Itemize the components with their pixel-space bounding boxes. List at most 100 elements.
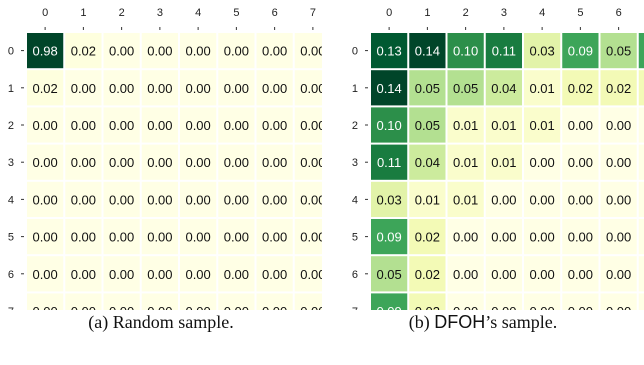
heatmap-cell-dfoh-5-5 (562, 219, 599, 255)
heatmap-cell-dfoh-6-1 (409, 256, 446, 292)
heatmap-cell-label-random-6-2: 0.00 (109, 267, 134, 282)
heatmap-cell-random-4-4 (180, 181, 217, 217)
heatmap-cell-label-dfoh-3-1: 0.04 (415, 155, 440, 170)
heatmap-cell-random-6-1 (65, 256, 102, 292)
heatmap-cell-random-2-2 (103, 107, 140, 143)
heatmap-cell-label-random-3-0: 0.00 (32, 155, 57, 170)
heatmap-cell-dfoh-1-1 (409, 70, 446, 106)
heatmap-cell-random-3-0 (27, 144, 64, 180)
heatmap-cell-dfoh-0-7 (638, 33, 644, 69)
heatmap-cell-dfoh-1-2 (447, 70, 484, 106)
heatmap-cell-label-random-5-0: 0.00 (32, 230, 57, 245)
heatmap-cell-label-dfoh-3-2: 0.01 (453, 155, 478, 170)
heatmap-cell-label-random-2-5: 0.00 (224, 118, 249, 133)
heatmap-cell-dfoh-5-3 (485, 219, 522, 255)
caption-dfoh-prefix: (b) (408, 312, 435, 332)
heatmap-cell-label-random-4-1: 0.00 (71, 192, 96, 207)
y-tick-label-dfoh-4: 4 (352, 194, 358, 206)
x-tick-label-dfoh-0: 0 (386, 7, 392, 19)
heatmap-cell-random-0-5 (218, 33, 255, 69)
x-tick-label-random-5: 5 (233, 7, 239, 19)
heatmap-cell-dfoh-2-6 (600, 107, 637, 143)
heatmap-cell-random-1-2 (103, 70, 140, 106)
heatmap-cell-random-5-4 (180, 219, 217, 255)
heatmap-cell-label-dfoh-4-6: 0.00 (606, 192, 631, 207)
heatmap-cell-random-4-3 (141, 181, 178, 217)
heatmap-cell-dfoh-0-2 (447, 33, 484, 69)
caption-dfoh: (b) DFOH’s sample. (322, 312, 644, 333)
heatmap-cell-dfoh-4-1 (409, 181, 446, 217)
heatmap-cell-random-3-6 (256, 144, 293, 180)
heatmap-cell-random-0-1 (65, 33, 102, 69)
y-tick-label-random-4: 4 (8, 194, 14, 206)
heatmap-cell-label-random-0-6: 0.00 (262, 44, 287, 59)
heatmap-cell-label-dfoh-4-0: 0.03 (376, 192, 401, 207)
heatmap-cell-label-random-5-1: 0.00 (71, 230, 96, 245)
heatmap-cell-label-random-7-7: 0.00 (300, 304, 322, 310)
heatmap-cell-label-dfoh-2-6: 0.00 (606, 118, 631, 133)
heatmap-cell-random-7-0 (27, 293, 64, 310)
heatmap-cell-label-random-3-1: 0.00 (71, 155, 96, 170)
heatmap-cell-random-5-6 (256, 219, 293, 255)
heatmap-cell-label-random-4-5: 0.00 (224, 192, 249, 207)
heatmap-cell-dfoh-4-3 (485, 181, 522, 217)
x-tick-label-dfoh-5: 5 (577, 7, 583, 19)
heatmap-cell-dfoh-2-3 (485, 107, 522, 143)
heatmap-cell-random-2-4 (180, 107, 217, 143)
heatmap-cell-label-dfoh-2-5: 0.00 (568, 118, 593, 133)
heatmap-cell-random-5-5 (218, 219, 255, 255)
heatmap-cell-random-1-3 (141, 70, 178, 106)
heatmap-cell-label-dfoh-7-5: 0.00 (568, 304, 593, 310)
heatmap-cell-dfoh-6-2 (447, 256, 484, 292)
heatmap-cell-random-0-7 (294, 33, 322, 69)
heatmap-cell-random-2-3 (141, 107, 178, 143)
heatmap-cell-random-1-5 (218, 70, 255, 106)
y-tick-label-random-5: 5 (8, 232, 14, 244)
y-tick-label-random-0: 0 (8, 46, 14, 58)
heatmap-cell-label-dfoh-6-0: 0.05 (376, 267, 401, 282)
heatmap-cell-random-3-1 (65, 144, 102, 180)
y-tick-label-dfoh-0: 0 (352, 46, 358, 58)
heatmap-cell-dfoh-4-2 (447, 181, 484, 217)
heatmap-cell-dfoh-0-6 (600, 33, 637, 69)
heatmap-cell-label-random-0-5: 0.00 (224, 44, 249, 59)
heatmap-cell-label-dfoh-5-0: 0.09 (376, 230, 401, 245)
heatmap-cell-label-dfoh-7-3: 0.00 (491, 304, 516, 310)
heatmap-cell-random-3-7 (294, 144, 322, 180)
heatmap-cell-label-random-7-1: 0.00 (71, 304, 96, 310)
heatmap-cell-dfoh-5-6 (600, 219, 637, 255)
x-tick-label-random-2: 2 (119, 7, 125, 19)
heatmap-cell-dfoh-1-4 (524, 70, 561, 106)
heatmap-cell-random-3-3 (141, 144, 178, 180)
heatmap-cell-dfoh-4-7 (638, 181, 644, 217)
heatmap-cell-dfoh-2-4 (524, 107, 561, 143)
heatmap-cell-random-7-7 (294, 293, 322, 310)
heatmap-cell-label-dfoh-5-1: 0.02 (415, 230, 440, 245)
heatmap-cell-label-random-7-2: 0.00 (109, 304, 134, 310)
heatmap-cell-label-random-0-4: 0.00 (185, 44, 210, 59)
heatmap-cell-label-random-0-2: 0.00 (109, 44, 134, 59)
heatmap-cell-label-random-5-6: 0.00 (262, 230, 287, 245)
heatmap-cell-label-dfoh-4-5: 0.00 (568, 192, 593, 207)
x-tick-label-random-0: 0 (42, 7, 48, 19)
heatmap-cell-label-dfoh-2-1: 0.05 (415, 118, 440, 133)
heatmap-cell-random-0-3 (141, 33, 178, 69)
heatmap-cell-random-3-5 (218, 144, 255, 180)
heatmap-cell-dfoh-3-6 (600, 144, 637, 180)
heatmap-cell-label-dfoh-6-5: 0.00 (568, 267, 593, 282)
heatmap-cell-label-random-7-6: 0.00 (262, 304, 287, 310)
heatmap-cell-label-dfoh-0-4: 0.03 (529, 44, 554, 59)
heatmap-cell-label-random-6-7: 0.00 (300, 267, 322, 282)
heatmap-cell-label-dfoh-0-6: 0.05 (606, 44, 631, 59)
heatmap-cell-label-random-6-4: 0.00 (185, 267, 210, 282)
heatmap-cell-random-6-5 (218, 256, 255, 292)
heatmap-cell-random-6-7 (294, 256, 322, 292)
heatmap-cell-random-2-0 (27, 107, 64, 143)
heatmap-cell-label-random-4-2: 0.00 (109, 192, 134, 207)
heatmap-cell-label-dfoh-4-3: 0.00 (491, 192, 516, 207)
heatmap-cell-label-random-3-6: 0.00 (262, 155, 287, 170)
heatmap-cell-label-random-5-4: 0.00 (185, 230, 210, 245)
heatmap-cell-label-random-3-4: 0.00 (185, 155, 210, 170)
heatmap-cell-dfoh-6-4 (524, 256, 561, 292)
heatmap-cell-label-random-6-6: 0.00 (262, 267, 287, 282)
